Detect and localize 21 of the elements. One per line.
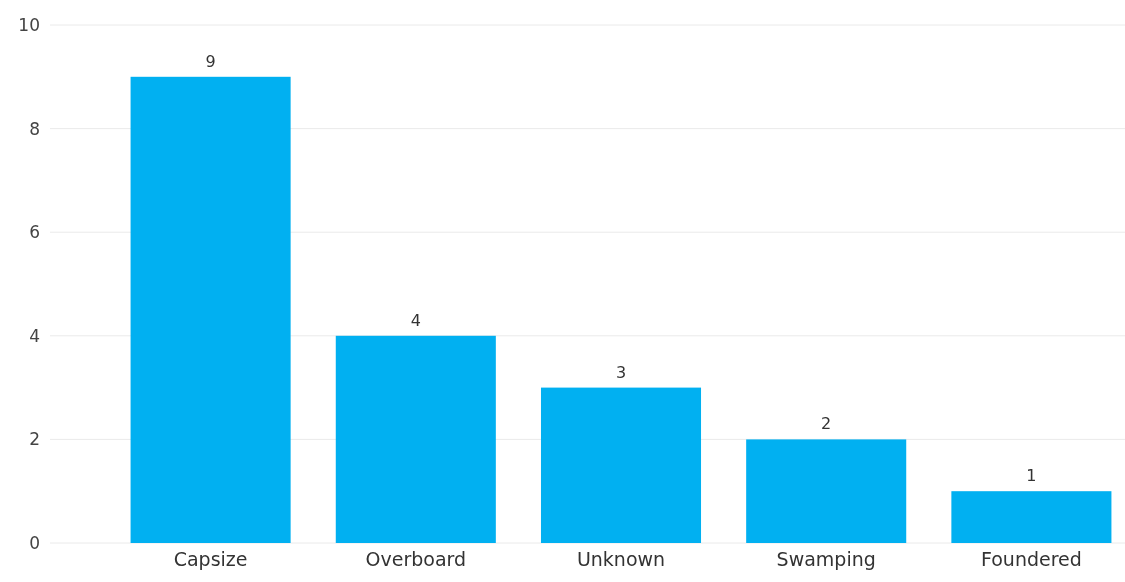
y-tick-label: 4 [29,325,40,346]
bar [540,387,702,543]
data-label: 9 [205,51,216,71]
x-tick-label: Swamping [776,548,876,571]
y-tick-label: 6 [29,222,40,243]
bar [951,491,1112,543]
x-tick-label: Overboard [365,548,467,571]
data-label: 3 [615,362,627,382]
x-tick-label: Foundered [980,548,1082,571]
data-label: 1 [1026,466,1037,486]
y-tick-label: 0 [29,532,40,553]
bar [746,439,907,543]
y-tick-label: 8 [29,118,40,139]
bar [335,335,496,543]
data-label: 2 [821,414,832,434]
y-tick-label: 2 [29,429,40,450]
x-tick-label: Unknown [576,548,666,571]
y-tick-label: 10 [18,14,40,35]
bar [130,76,291,543]
x-tick-label: Capsize [173,548,248,571]
data-label: 4 [410,310,421,330]
